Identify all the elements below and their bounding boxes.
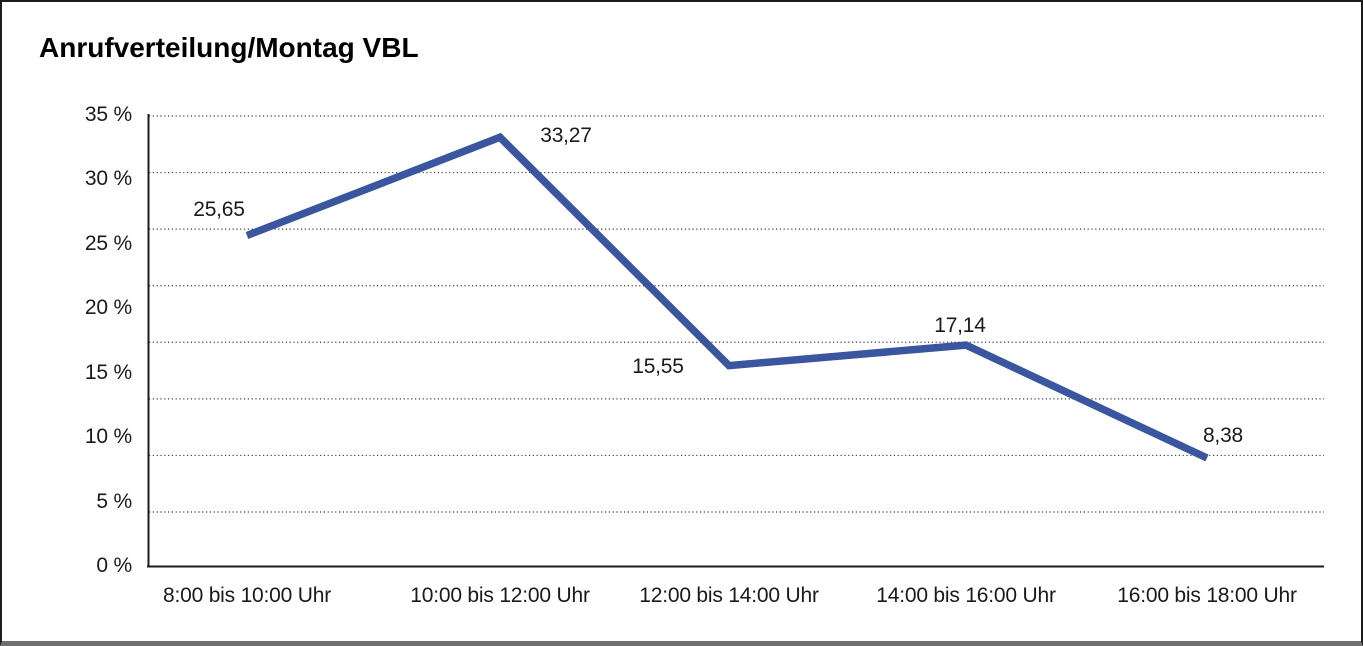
y-tick-label: 35 %	[84, 103, 132, 126]
data-point-label: 25,65	[193, 198, 245, 221]
data-point-label: 8,38	[1202, 424, 1244, 447]
y-tick-label: 5 %	[96, 490, 132, 513]
y-tick-label: 10 %	[84, 425, 132, 448]
y-tick-label: 0 %	[96, 554, 132, 577]
chart-title: Anrufverteilung/Montag VBL	[39, 32, 419, 63]
x-axis-label: 12:00 bis 14:00 Uhr	[639, 584, 819, 607]
x-axis-label: 8:00 bis 10:00 Uhr	[162, 584, 331, 607]
x-axis-label: 10:00 bis 12:00 Uhr	[410, 584, 590, 607]
x-axis-label: 16:00 bis 18:00 Uhr	[1117, 584, 1297, 607]
y-tick-label: 30 %	[84, 167, 132, 190]
data-point-label: 17,14	[934, 314, 986, 337]
y-tick-label: 20 %	[84, 296, 132, 319]
x-axis-label: 14:00 bis 16:00 Uhr	[876, 584, 1056, 607]
data-point-label: 33,27	[540, 124, 592, 147]
y-tick-label: 15 %	[84, 361, 132, 384]
data-series-line	[245, 132, 1209, 462]
data-point-label: 15,55	[632, 355, 684, 378]
y-tick-label: 25 %	[84, 232, 132, 255]
